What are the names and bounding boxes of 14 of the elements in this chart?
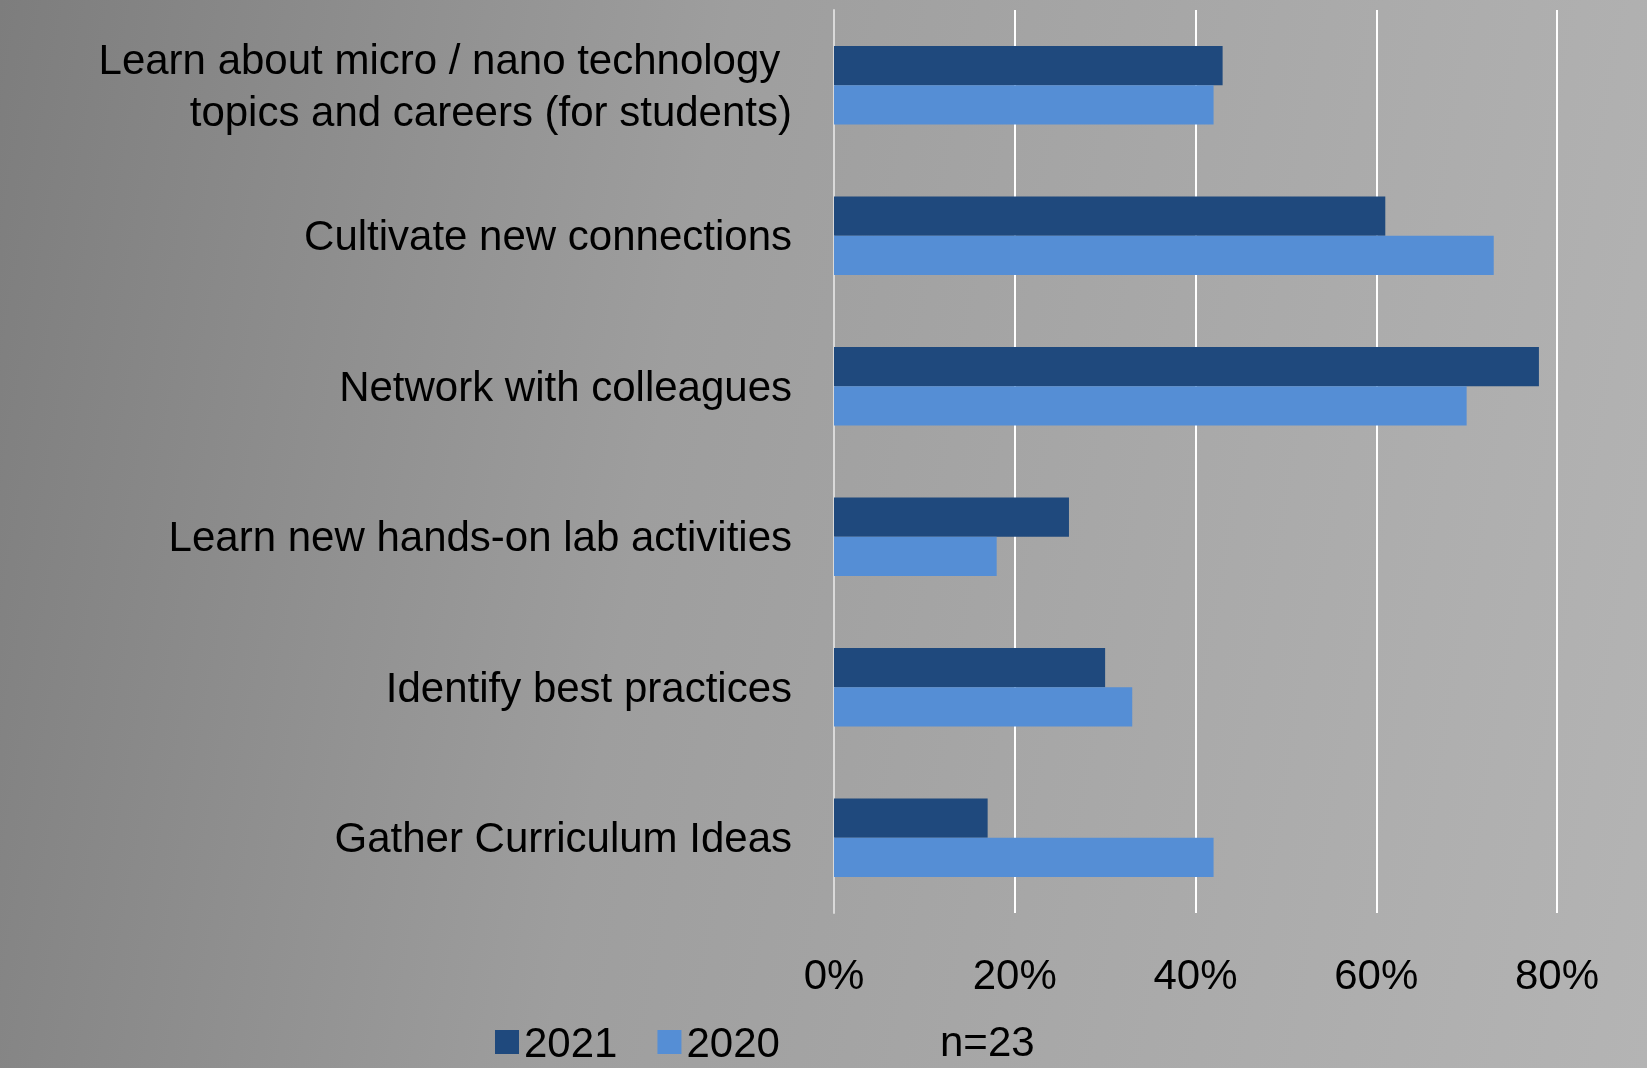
- x-tick-label: 40%: [1153, 950, 1238, 998]
- x-tick-label: 20%: [972, 950, 1057, 998]
- y-tick-label: Learn new hands-on lab activities: [168, 513, 792, 561]
- y-tick-label: Learn about micro / nano technology topics and careers (for students): [98, 35, 792, 135]
- x-tick-label: 0%: [803, 950, 865, 998]
- y-tick-label: Network with colleagues: [339, 362, 792, 410]
- x-tick-label: 60%: [1334, 950, 1419, 998]
- x-tick-label: 80%: [1514, 950, 1600, 998]
- y-tick-label: Cultivate new connections: [304, 212, 792, 260]
- legend-label: 2020: [686, 1018, 780, 1066]
- legend-label: 2021: [524, 1018, 618, 1066]
- y-tick-label: Gather Curriculum Ideas: [334, 814, 792, 862]
- text: n=23: [940, 1017, 1035, 1065]
- y-tick-label: Identify best practices: [385, 663, 792, 711]
